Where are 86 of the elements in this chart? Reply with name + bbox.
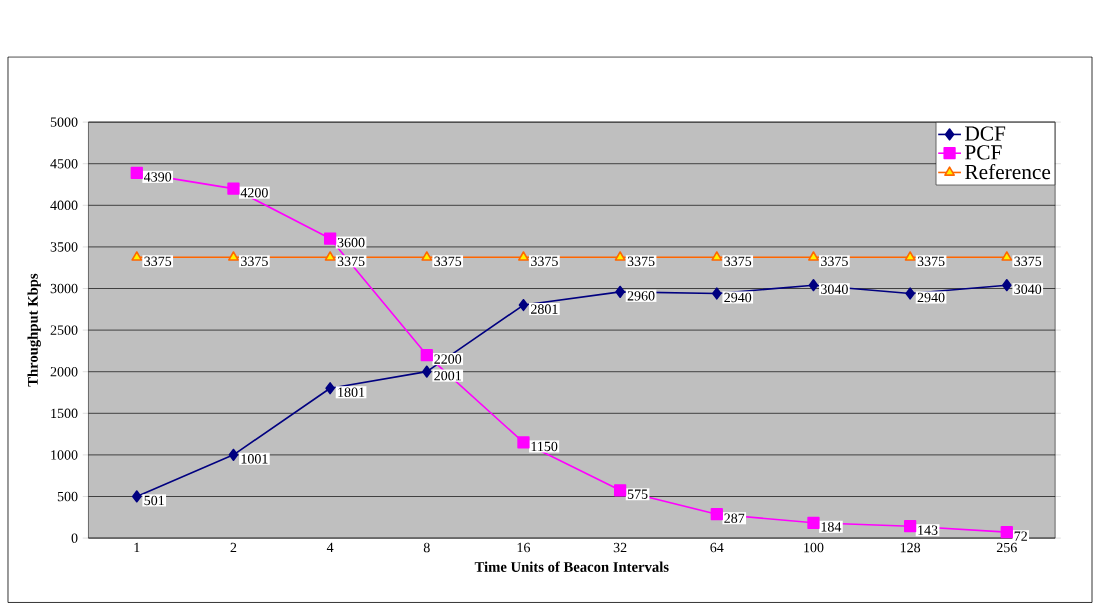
point [227,182,240,195]
y-tick-label: 0 [71,533,78,543]
data-label: 2940 [917,292,945,303]
x-tick-label: 2 [230,542,237,553]
data-label: 3040 [821,284,848,294]
point [614,484,627,497]
point [1001,251,1013,261]
data-label: 2001 [434,370,461,381]
x-tick-label: 32 [613,542,627,553]
data-label: 3375 [434,256,462,267]
data-label: 184 [821,522,842,532]
point [228,251,239,261]
y-tick-label: 4000 [50,200,78,211]
point [420,348,433,362]
x-tick-label: 1 [134,542,140,553]
data-label: 3600 [337,237,365,248]
point [807,516,820,529]
data-label: 3375 [144,256,172,267]
data-label: 72 [1014,531,1027,541]
data-label: 2801 [531,304,558,314]
y-tick-label: 3500 [50,242,78,252]
point [808,279,819,292]
data-label: 3375 [821,256,848,267]
point [325,382,335,395]
data-label: 1150 [531,441,558,452]
legend-label: PCF [965,145,1002,160]
point [517,436,530,449]
point [905,287,915,300]
y-tick-label: 1500 [51,408,78,419]
legend-label: DCF [965,126,1006,141]
y-tick-label: 5000 [50,117,78,127]
point [710,508,723,521]
y-tick-label: 2500 [50,325,78,335]
x-tick-label: 100 [804,542,824,553]
point [131,251,143,261]
data-label: 287 [724,513,745,523]
x-tick-label: 8 [423,542,430,553]
data-label: 3375 [531,256,558,267]
point [130,166,143,179]
point [615,285,625,298]
data-label: 3375 [724,256,752,267]
point [904,251,916,261]
point [421,251,433,261]
y-tick-label: 2000 [50,366,78,377]
x-tick-label: 4 [326,542,334,553]
data-label: 3040 [1014,284,1042,294]
data-label: 3375 [241,256,268,267]
x-axis-title: Time Units of Beacon Intervals [474,561,669,572]
y-tick-label: 3000 [50,283,78,294]
data-label: 1001 [241,454,268,464]
point [421,365,432,378]
y-tick-label: 4500 [50,158,78,169]
point [1000,525,1013,539]
point [131,490,142,503]
data-label: 3375 [627,256,655,267]
y-tick-label: 500 [57,491,78,502]
point [711,251,723,261]
x-tick-label: 256 [996,542,1017,553]
point [614,251,626,261]
data-label: 1801 [338,387,365,397]
data-label: 575 [627,489,648,499]
point [228,448,239,461]
y-tick-label: 1000 [51,450,78,460]
point [518,298,529,312]
point [1002,279,1012,292]
point [324,251,336,261]
data-label: 143 [918,525,938,535]
point [518,251,529,261]
x-tick-label: 128 [900,542,921,553]
data-label: 4390 [143,172,172,182]
data-label: 3375 [917,256,945,267]
data-label: 4200 [240,187,268,198]
point [808,251,819,261]
point [323,232,337,245]
data-label: 501 [144,495,164,506]
data-label: 2960 [627,291,655,301]
data-label: 3375 [1014,256,1042,267]
point [904,520,917,533]
x-tick-label: 64 [710,542,724,553]
y-axis-title: Throughput Kbps [27,273,41,387]
data-label: 2940 [724,292,752,303]
legend-label: Reference [965,163,1051,180]
data-label: 3375 [337,256,365,267]
x-tick-label: 16 [517,542,531,553]
point [712,287,722,300]
data-label: 2200 [434,354,462,364]
